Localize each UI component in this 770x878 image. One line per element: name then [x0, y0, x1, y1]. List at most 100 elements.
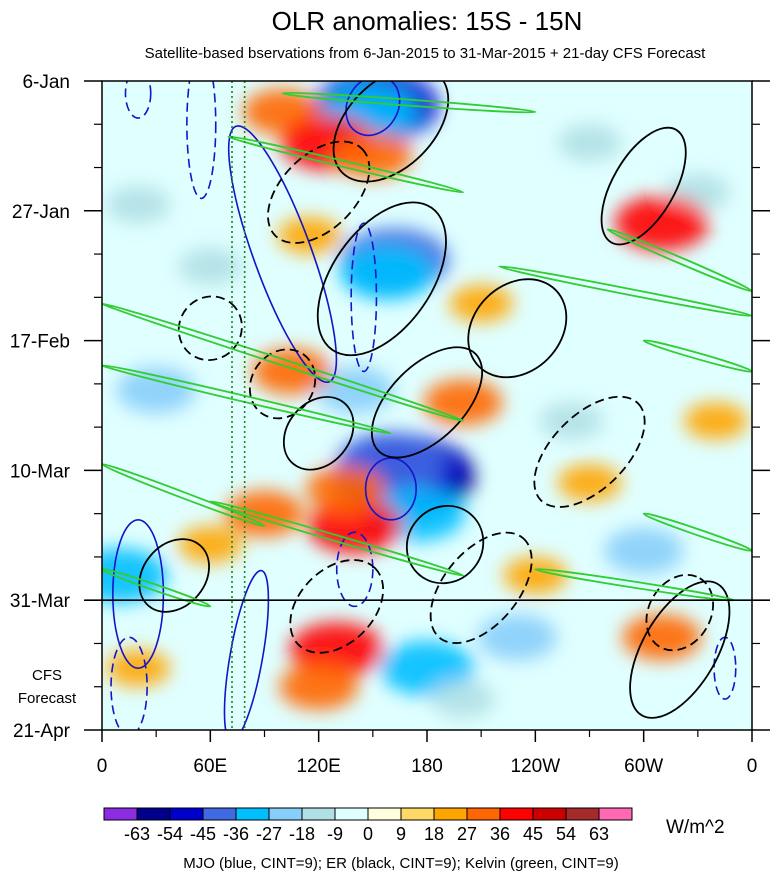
- anomaly-blob: [116, 367, 196, 414]
- anomaly-blob: [622, 614, 702, 661]
- colorbar-label: 27: [457, 824, 477, 844]
- anomaly-blob: [557, 124, 622, 162]
- er-contour: [370, 346, 484, 459]
- y-tick-label: 17-Feb: [10, 332, 70, 353]
- y-axis: 6-Jan 27-Jan 17-Feb 10-Mar 31-Mar 21-Apr: [10, 72, 770, 742]
- anomaly-blob: [604, 527, 684, 574]
- mjo-contour: [223, 569, 270, 730]
- anomaly-blob: [315, 367, 395, 414]
- er-contour: [332, 81, 450, 183]
- plot-area: [102, 81, 752, 730]
- y-tick-label: 27-Jan: [12, 202, 70, 223]
- er-contour: [177, 295, 243, 361]
- x-tick-label: 120W: [511, 756, 561, 777]
- colorbar-swatch: [532, 807, 567, 821]
- anomaly-blob: [557, 464, 622, 502]
- colorbar-swatch: [598, 807, 633, 821]
- colorbar-units: W/m^2: [666, 817, 725, 838]
- chart-footer: MJO (blue, CINT=9); ER (black, CINT=9); …: [183, 855, 619, 872]
- y-tick-label: 10-Mar: [10, 461, 71, 482]
- er-contour: [600, 126, 687, 246]
- mjo-contour: [110, 636, 148, 730]
- colorbar-swatch: [499, 807, 534, 821]
- colorbar-swatch: [268, 807, 303, 821]
- x-tick-label: 0: [747, 756, 758, 777]
- colorbar-swatch: [334, 807, 369, 821]
- colorbar-label: 9: [396, 824, 406, 844]
- chart-subtitle: Satellite-based bservations from 6-Jan-2…: [145, 45, 707, 62]
- er-contours: [138, 81, 731, 719]
- anomaly-blob: [277, 216, 342, 255]
- colorbar-label: -45: [190, 824, 216, 844]
- anomaly-blob: [279, 663, 359, 710]
- colorbar-swatch: [169, 807, 204, 821]
- er-contour: [467, 278, 568, 379]
- colorbar-swatch: [433, 807, 468, 821]
- anomaly-blob: [503, 556, 568, 595]
- x-axis: 0 60E 120E 180 120W 60W 0: [97, 730, 758, 777]
- mjo-contour: [124, 81, 152, 119]
- colorbar-label: 54: [556, 824, 576, 844]
- anomaly-blob: [683, 402, 748, 440]
- anomaly-blob: [178, 525, 243, 564]
- colorbar-swatch: [367, 807, 402, 821]
- anomaly-blob: [106, 185, 171, 224]
- colorbar-label: -9: [327, 824, 343, 844]
- colorbar-label: 63: [589, 824, 609, 844]
- anomaly-blob: [178, 247, 243, 286]
- colorbar-swatch: [103, 807, 138, 821]
- colorbar-label: -54: [157, 824, 183, 844]
- er-contour: [316, 201, 447, 357]
- colorbar-label: -63: [124, 824, 150, 844]
- mjo-contour: [335, 531, 374, 608]
- y-tick-label: 21-Apr: [13, 721, 71, 742]
- colorbar-label: 36: [490, 824, 510, 844]
- anomaly-blob: [431, 680, 496, 718]
- er-contour: [645, 573, 715, 652]
- anomaly-blob: [477, 614, 557, 661]
- kelvin-contour: [281, 91, 537, 114]
- reference-lines: [231, 81, 246, 730]
- colorbar-label: -18: [289, 824, 315, 844]
- anomaly-blob: [252, 348, 332, 395]
- colorbar-label: -27: [256, 824, 282, 844]
- kelvin-contour: [102, 463, 266, 528]
- mjo-contour: [227, 125, 338, 384]
- colorbar-label: 0: [363, 824, 373, 844]
- mjo-contour: [345, 81, 401, 137]
- mjo-contour: [186, 81, 217, 200]
- colorbar-swatch: [565, 807, 600, 821]
- anomaly-blob: [306, 465, 386, 512]
- er-contour: [533, 395, 646, 508]
- colorbar-swatch: [301, 807, 336, 821]
- kelvin-contour: [227, 135, 465, 194]
- colorbar-swatch: [136, 807, 171, 821]
- anomaly-blob: [340, 245, 435, 301]
- colorbar-label: 18: [424, 824, 444, 844]
- er-contour: [429, 531, 533, 644]
- mjo-contour: [350, 222, 378, 373]
- er-contour: [267, 140, 371, 244]
- x-tick-label: 0: [97, 756, 108, 777]
- colorbar-swatch: [466, 807, 501, 821]
- anomaly-blob: [379, 640, 475, 696]
- kelvin-contour: [209, 500, 465, 577]
- colorbar-label: -36: [223, 824, 249, 844]
- colorbar-label: 45: [523, 824, 543, 844]
- forecast-label-line1: CFS: [32, 667, 62, 684]
- anomaly-blob: [102, 548, 168, 603]
- er-contour: [248, 348, 317, 420]
- x-tick-label: 180: [411, 756, 443, 777]
- colorbar: -63 -54 -45 -36 -27 -18 -9 0 9 18 27 36 45 54 63: [103, 807, 633, 844]
- colorbar-swatch: [235, 807, 270, 821]
- er-contour: [405, 505, 485, 585]
- forecast-label-line2: Forecast: [18, 690, 77, 707]
- er-contour: [138, 538, 210, 613]
- kelvin-contour: [102, 302, 465, 422]
- colorbar-swatch: [202, 807, 237, 821]
- colorbar-swatch: [400, 807, 435, 821]
- x-tick-label: 120E: [296, 756, 340, 777]
- x-tick-label: 60E: [193, 756, 227, 777]
- y-tick-label: 6-Jan: [22, 72, 70, 93]
